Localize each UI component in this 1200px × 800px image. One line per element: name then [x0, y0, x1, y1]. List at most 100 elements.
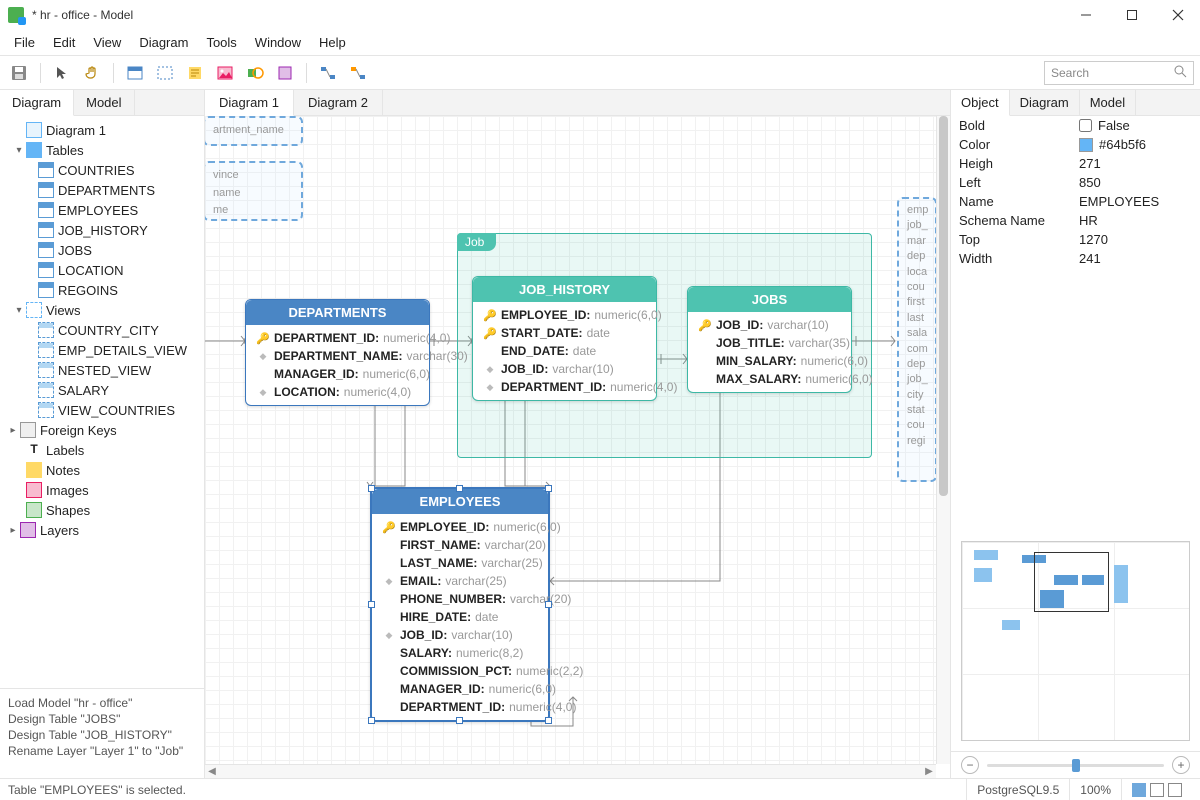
- right-tab-object[interactable]: Object: [951, 90, 1010, 116]
- table-tool-icon[interactable]: [122, 60, 148, 86]
- tree-tables[interactable]: ▾Tables: [0, 140, 204, 160]
- status-db: PostgreSQL9.5: [966, 779, 1069, 800]
- status-text: Table "EMPLOYEES" is selected.: [8, 783, 186, 797]
- tree-view[interactable]: VIEW_COUNTRIES: [0, 400, 204, 420]
- column: 🔑EMPLOYEE_ID: numeric(6,0): [372, 518, 548, 536]
- menu-view[interactable]: View: [85, 32, 129, 53]
- column: MAX_SALARY: numeric(6,0): [688, 370, 851, 388]
- menu-tools[interactable]: Tools: [198, 32, 244, 53]
- canvas-tab-2[interactable]: Diagram 2: [294, 90, 383, 115]
- column: END_DATE: date: [473, 342, 656, 360]
- note-tool-icon[interactable]: [182, 60, 208, 86]
- toolbar: Search: [0, 56, 1200, 90]
- tree-shapes[interactable]: Shapes: [0, 500, 204, 520]
- column: DEPARTMENT_ID: numeric(4,0): [372, 698, 548, 716]
- column: COMMISSION_PCT: numeric(2,2): [372, 662, 548, 680]
- tree-table[interactable]: DEPARTMENTS: [0, 180, 204, 200]
- right-tab-diagram[interactable]: Diagram: [1010, 90, 1080, 115]
- save-icon[interactable]: [6, 60, 32, 86]
- tree-table[interactable]: EMPLOYEES: [0, 200, 204, 220]
- history-item[interactable]: Rename Layer "Layer 1" to "Job": [8, 743, 196, 759]
- tree-view[interactable]: NESTED_VIEW: [0, 360, 204, 380]
- history-item[interactable]: Design Table "JOB_HISTORY": [8, 727, 196, 743]
- column: 🔑EMPLOYEE_ID: numeric(6,0): [473, 306, 656, 324]
- tree-table[interactable]: COUNTRIES: [0, 160, 204, 180]
- sidebar-tab-diagram[interactable]: Diagram: [0, 90, 74, 116]
- ghost-table[interactable]: empjob_mardep locacoufirstlast salacomde…: [897, 197, 937, 482]
- column: JOB_TITLE: varchar(35): [688, 334, 851, 352]
- column: ◆JOB_ID: varchar(10): [473, 360, 656, 378]
- column: 🔑JOB_ID: varchar(10): [688, 316, 851, 334]
- view-mode-2-icon[interactable]: [1150, 783, 1164, 797]
- canvas-tab-1[interactable]: Diagram 1: [205, 90, 294, 116]
- menu-help[interactable]: Help: [311, 32, 354, 53]
- menubar: File Edit View Diagram Tools Window Help: [0, 30, 1200, 56]
- tree-labels[interactable]: Labels: [0, 440, 204, 460]
- column: FIRST_NAME: varchar(20): [372, 536, 548, 554]
- zoom-out-button[interactable]: −: [961, 756, 979, 774]
- tree-layers[interactable]: ▸Layers: [0, 520, 204, 540]
- column: MANAGER_ID: numeric(6,0): [246, 365, 429, 383]
- erd-jobs[interactable]: JOBS 🔑JOB_ID: varchar(10)JOB_TITLE: varc…: [687, 286, 852, 393]
- layer-tool-icon[interactable]: [272, 60, 298, 86]
- canvas[interactable]: artment_name vince name me empjob_mardep…: [205, 116, 936, 764]
- scrollbar-horizontal[interactable]: ◀▶: [205, 764, 936, 778]
- erd-employees[interactable]: EMPLOYEES 🔑EMPLOYEE_ID: numeric(6,0)FIRS…: [370, 487, 550, 722]
- view-mode-3-icon[interactable]: [1168, 783, 1182, 797]
- menu-diagram[interactable]: Diagram: [131, 32, 196, 53]
- tree-table[interactable]: REGOINS: [0, 280, 204, 300]
- tree-notes[interactable]: Notes: [0, 460, 204, 480]
- tree-table[interactable]: LOCATION: [0, 260, 204, 280]
- minimize-button[interactable]: [1072, 5, 1100, 25]
- column: ◆LOCATION: numeric(4,0): [246, 383, 429, 401]
- zoom-slider[interactable]: [987, 764, 1164, 767]
- layer-label: Job: [457, 233, 496, 251]
- tree-images[interactable]: Images: [0, 480, 204, 500]
- ghost-table[interactable]: vince name me: [205, 161, 303, 221]
- menu-file[interactable]: File: [6, 32, 43, 53]
- relation2-tool-icon[interactable]: [345, 60, 371, 86]
- sidebar-left: Diagram Model Diagram 1 ▾Tables COUNTRIE…: [0, 90, 205, 778]
- shape-tool-icon[interactable]: [242, 60, 268, 86]
- search-input[interactable]: Search: [1044, 61, 1194, 85]
- tree-view[interactable]: COUNTRY_CITY: [0, 320, 204, 340]
- image-tool-icon[interactable]: [212, 60, 238, 86]
- prop-color-swatch[interactable]: [1079, 138, 1093, 152]
- tree-view[interactable]: SALARY: [0, 380, 204, 400]
- pointer-icon[interactable]: [49, 60, 75, 86]
- status-zoom: 100%: [1069, 779, 1121, 800]
- status-view-buttons: [1121, 779, 1192, 800]
- tree-views[interactable]: ▾Views: [0, 300, 204, 320]
- menu-edit[interactable]: Edit: [45, 32, 83, 53]
- history-item[interactable]: Design Table "JOBS": [8, 711, 196, 727]
- sidebar-right: Object Diagram Model Bold False Color#64…: [950, 90, 1200, 778]
- tree-diagram[interactable]: Diagram 1: [0, 120, 204, 140]
- history-panel: Load Model "hr - office" Design Table "J…: [0, 688, 204, 778]
- tree-view[interactable]: EMP_DETAILS_VIEW: [0, 340, 204, 360]
- column: MANAGER_ID: numeric(6,0): [372, 680, 548, 698]
- hand-icon[interactable]: [79, 60, 105, 86]
- sidebar-tab-model[interactable]: Model: [74, 90, 134, 115]
- center-area: Diagram 1 Diagram 2: [205, 90, 950, 778]
- view-mode-1-icon[interactable]: [1132, 783, 1146, 797]
- zoom-in-button[interactable]: +: [1172, 756, 1190, 774]
- ghost-table[interactable]: artment_name: [205, 116, 303, 146]
- close-button[interactable]: [1164, 5, 1192, 25]
- tree-table[interactable]: JOB_HISTORY: [0, 220, 204, 240]
- history-item[interactable]: Load Model "hr - office": [8, 695, 196, 711]
- column: 🔑DEPARTMENT_ID: numeric(4,0): [246, 329, 429, 347]
- menu-window[interactable]: Window: [247, 32, 309, 53]
- view-tool-icon[interactable]: [152, 60, 178, 86]
- minimap[interactable]: [961, 541, 1190, 741]
- maximize-button[interactable]: [1118, 5, 1146, 25]
- right-tab-model[interactable]: Model: [1080, 90, 1136, 115]
- erd-departments[interactable]: DEPARTMENTS 🔑DEPARTMENT_ID: numeric(4,0)…: [245, 299, 430, 406]
- column: ◆EMAIL: varchar(25): [372, 572, 548, 590]
- prop-bold-checkbox[interactable]: [1079, 119, 1092, 132]
- erd-job-history[interactable]: JOB_HISTORY 🔑EMPLOYEE_ID: numeric(6,0)🔑S…: [472, 276, 657, 401]
- scrollbar-vertical[interactable]: [936, 116, 950, 764]
- tree-table[interactable]: JOBS: [0, 240, 204, 260]
- tree-fk[interactable]: ▸Foreign Keys: [0, 420, 204, 440]
- relation-tool-icon[interactable]: [315, 60, 341, 86]
- column: 🔑START_DATE: date: [473, 324, 656, 342]
